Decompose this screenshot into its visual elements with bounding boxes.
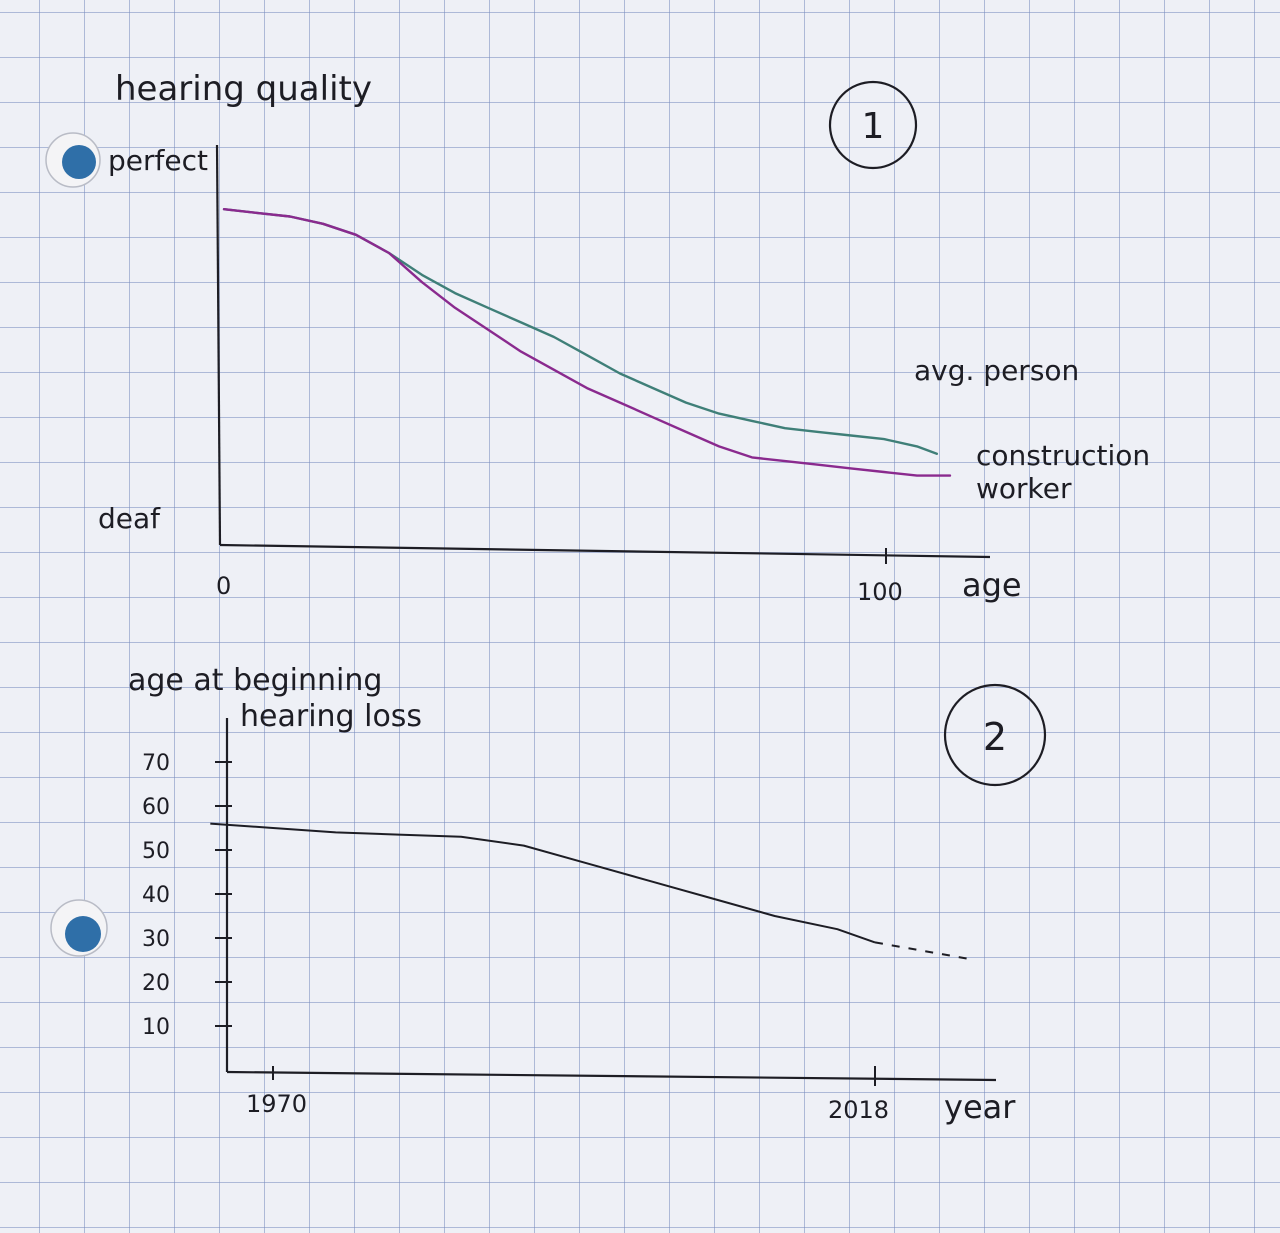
chart2-series-lines	[210, 822, 976, 961]
chart1-title: hearing quality	[115, 69, 372, 109]
chart2-x-tick-2018: 2018	[828, 1096, 889, 1124]
chart2-y-tick-30: 30	[142, 927, 170, 952]
chart1-series-label-avg-person: avg. person	[914, 354, 1079, 387]
binder-hole-top	[45, 132, 101, 188]
chart2-line-age-at-hearing-loss	[210, 822, 876, 944]
chart2-x-axis-label: year	[944, 1088, 1016, 1126]
chart1-number-badge	[828, 80, 918, 170]
chart1-number-badge-text: 1	[862, 106, 885, 147]
chart2-y-tick-40: 40	[142, 883, 170, 908]
chart2-y-tick-60: 60	[142, 795, 170, 820]
chart2-y-axis-label-line1: age at beginning	[128, 663, 382, 698]
chart1-series-label-construction-2: worker	[976, 472, 1072, 505]
chart1-line-avg-person	[222, 208, 938, 455]
binder-hole-bottom	[50, 899, 108, 957]
chart2-y-tick-10: 10	[142, 1015, 170, 1040]
chart1-y-axis	[215, 144, 222, 546]
hearing-quality-chart: hearing quality perfect deaf 0 100 age a…	[98, 69, 1150, 606]
chart1-series-label-construction-1: construction	[976, 439, 1150, 472]
chart2-line-projection	[874, 941, 976, 961]
chart1-series-lines	[222, 208, 952, 477]
chart1-x-axis	[219, 543, 991, 559]
chart2-y-tick-70: 70	[142, 751, 170, 776]
chart2-x-axis	[226, 1070, 997, 1082]
chart2-number-badge-text: 2	[983, 715, 1007, 759]
hearing-loss-age-chart: age at beginning hearing loss 10 20 30 40 50…	[128, 663, 1047, 1126]
chart1-y-high-label: perfect	[108, 144, 208, 177]
chart1-line-construction-worker	[222, 208, 952, 477]
chart1-x-tick-100: 100	[857, 578, 903, 606]
chart2-y-axis-label-line2: hearing loss	[240, 699, 422, 734]
chart2-y-tick-20: 20	[142, 971, 170, 996]
chart2-y-tick-50: 50	[142, 839, 170, 864]
chart1-x-axis-label: age	[962, 566, 1022, 604]
chart2-number-badge	[943, 683, 1047, 787]
chart2-y-ticks: 10 20 30 40 50 60 70	[142, 751, 232, 1040]
chart1-x-tick-0: 0	[216, 572, 231, 600]
chart1-y-low-label: deaf	[98, 502, 161, 535]
chart2-x-tick-1970: 1970	[246, 1090, 307, 1118]
